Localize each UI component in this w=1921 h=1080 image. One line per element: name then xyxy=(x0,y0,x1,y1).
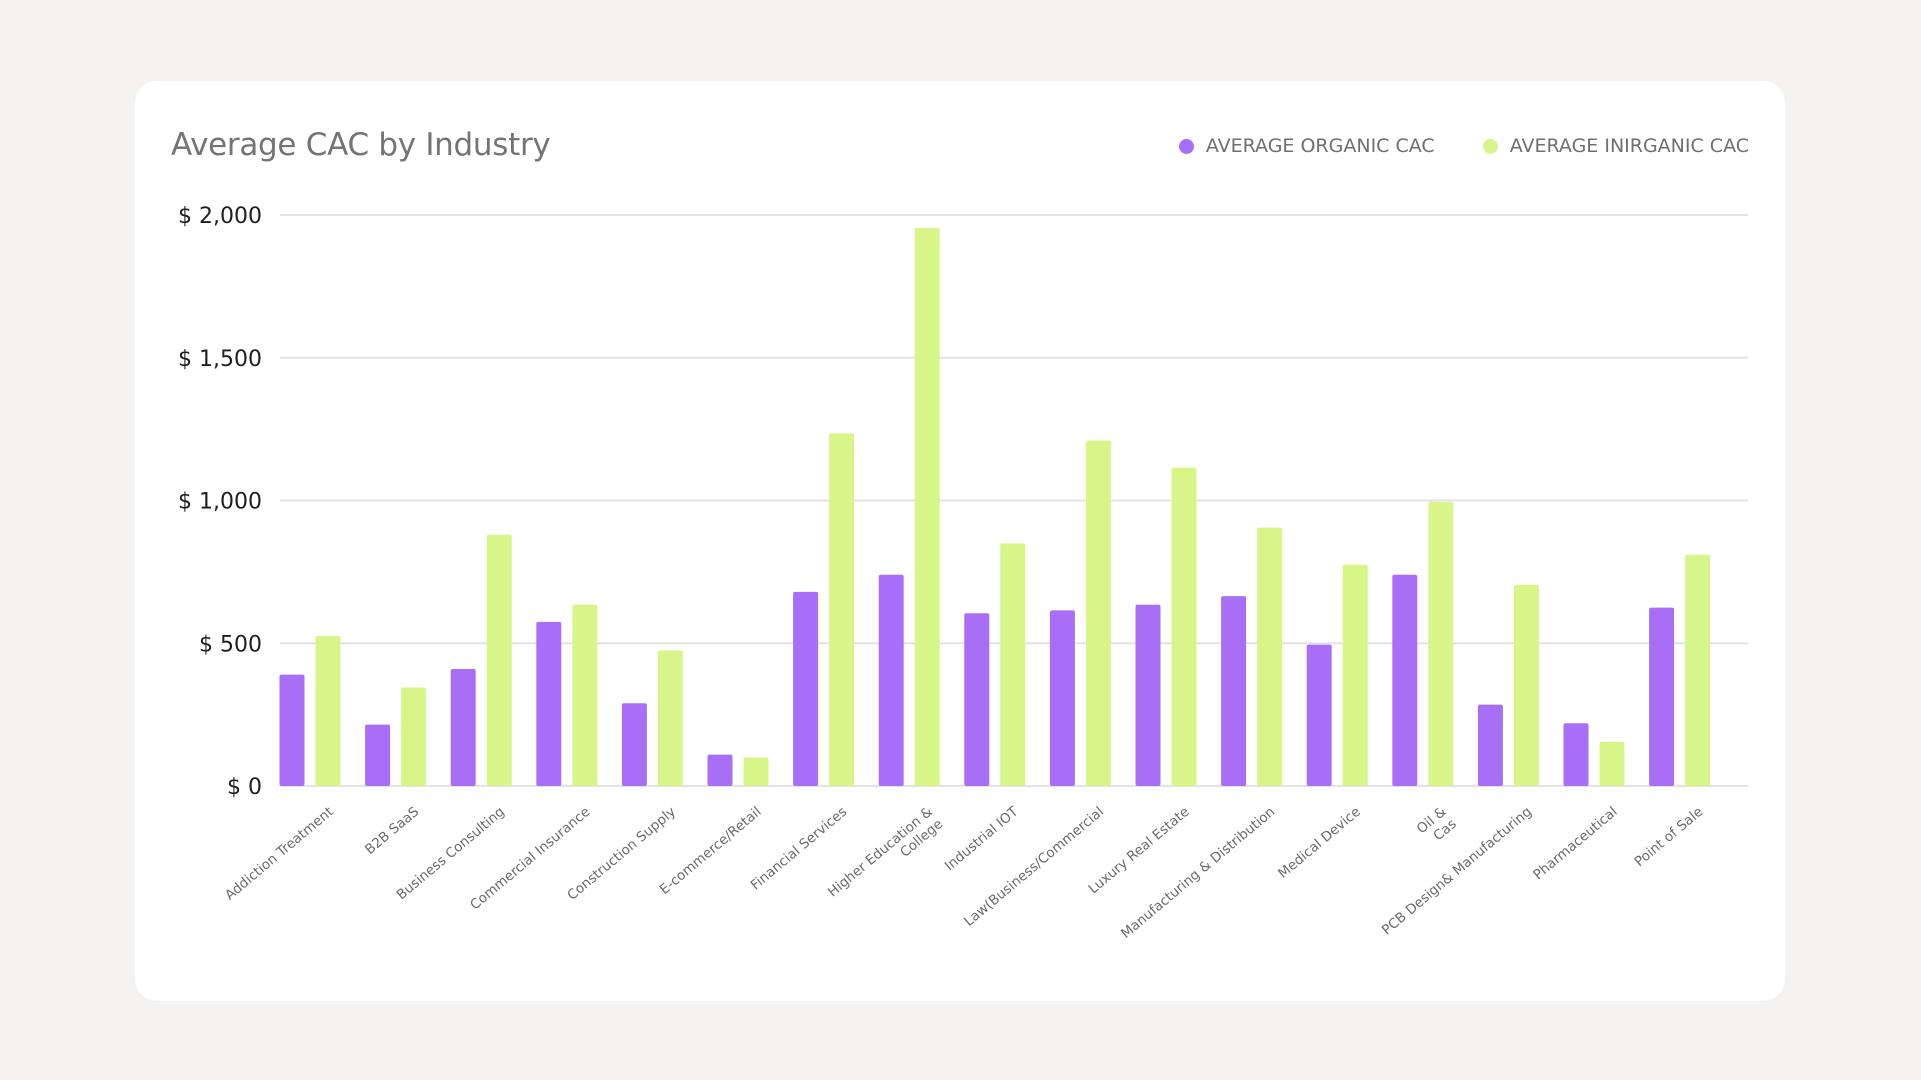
x-tick-label-line: Addiction Treatment xyxy=(222,804,337,904)
bar-inorganic xyxy=(829,433,855,786)
y-tick-label: $ 1,000 xyxy=(178,490,262,515)
legend-swatch-inorganic xyxy=(1482,138,1498,154)
bar-organic xyxy=(1221,596,1247,786)
legend-label-inorganic: AVERAGE INIRGANIC CAC xyxy=(1509,135,1749,157)
bar-inorganic xyxy=(1257,527,1283,786)
bar-inorganic xyxy=(572,604,598,786)
x-tick-label-line: Industrial IOT xyxy=(942,803,1022,874)
bar-inorganic xyxy=(1513,584,1539,786)
bar-organic xyxy=(621,703,647,786)
bar-organic xyxy=(1306,644,1332,786)
bar-organic xyxy=(793,591,819,786)
bar-organic xyxy=(1477,704,1503,786)
bar-inorganic xyxy=(401,687,427,786)
bar-organic xyxy=(964,613,990,786)
x-tick-label-line: Manufacturing & Distribution xyxy=(1118,804,1278,942)
x-tick-label: Law(Business/Commercial xyxy=(961,804,1107,930)
x-tick-label: Industrial IOT xyxy=(942,803,1022,874)
y-tick-label: $ 0 xyxy=(227,775,262,800)
bar-organic xyxy=(1135,604,1161,786)
bar-inorganic xyxy=(1599,741,1625,786)
x-tick-label: Addiction Treatment xyxy=(222,804,337,904)
bar-inorganic xyxy=(1085,440,1111,786)
bar-inorganic xyxy=(486,534,512,786)
bar-organic xyxy=(1563,723,1589,786)
x-tick-label: B2B SaaS xyxy=(362,804,422,858)
y-tick-label: $ 500 xyxy=(199,632,262,657)
x-tick-label: Manufacturing & Distribution xyxy=(1118,804,1278,942)
x-tick-label-line: Point of Sale xyxy=(1632,804,1707,870)
bar-inorganic xyxy=(1428,501,1454,786)
bar-inorganic xyxy=(657,650,683,786)
x-tick-label-line: Pharmaceutical xyxy=(1530,804,1620,883)
bar-inorganic xyxy=(315,636,341,786)
chart-card: Average CAC by Industry AVERAGE ORGANIC … xyxy=(135,81,1785,1001)
y-tick-label: $ 2,000 xyxy=(178,204,262,229)
x-tick-label: Medical Device xyxy=(1275,804,1364,882)
bar-organic xyxy=(1049,610,1075,786)
bar-organic xyxy=(1392,574,1418,786)
bar-organic xyxy=(1649,607,1675,786)
bar-organic xyxy=(365,724,391,786)
bar-inorganic xyxy=(1171,467,1197,786)
x-tick-label: Point of Sale xyxy=(1632,804,1707,870)
legend-label-organic: AVERAGE ORGANIC CAC xyxy=(1205,135,1435,157)
bar-inorganic xyxy=(1685,554,1711,786)
bar-inorganic xyxy=(743,757,769,786)
bar-inorganic xyxy=(1342,564,1368,786)
x-tick-label: Oil &Cas xyxy=(1414,804,1460,850)
bar-inorganic xyxy=(1000,543,1026,786)
chart-legend: AVERAGE ORGANIC CAC AVERAGE INIRGANIC CA… xyxy=(1178,135,1749,157)
legend-swatch-organic xyxy=(1178,138,1194,154)
legend-item-inorganic: AVERAGE INIRGANIC CAC xyxy=(1482,135,1749,157)
bar-organic xyxy=(450,668,476,786)
chart-title: Average CAC by Industry xyxy=(171,127,551,163)
x-tick-label-line: Law(Business/Commercial xyxy=(961,804,1107,930)
x-tick-label-line: Medical Device xyxy=(1275,804,1364,882)
bar-inorganic xyxy=(914,227,940,786)
legend-item-organic: AVERAGE ORGANIC CAC xyxy=(1178,135,1435,157)
x-tick-label: PCB Design& Manufacturing xyxy=(1379,804,1535,939)
x-tick-label: Pharmaceutical xyxy=(1530,804,1620,883)
bar-organic xyxy=(279,674,305,786)
bar-organic xyxy=(707,754,733,786)
bar-organic xyxy=(878,574,904,786)
y-tick-label: $ 1,500 xyxy=(178,347,262,372)
bar-organic xyxy=(536,621,562,786)
x-tick-label-line: PCB Design& Manufacturing xyxy=(1379,804,1535,939)
x-tick-label-line: B2B SaaS xyxy=(362,804,422,858)
